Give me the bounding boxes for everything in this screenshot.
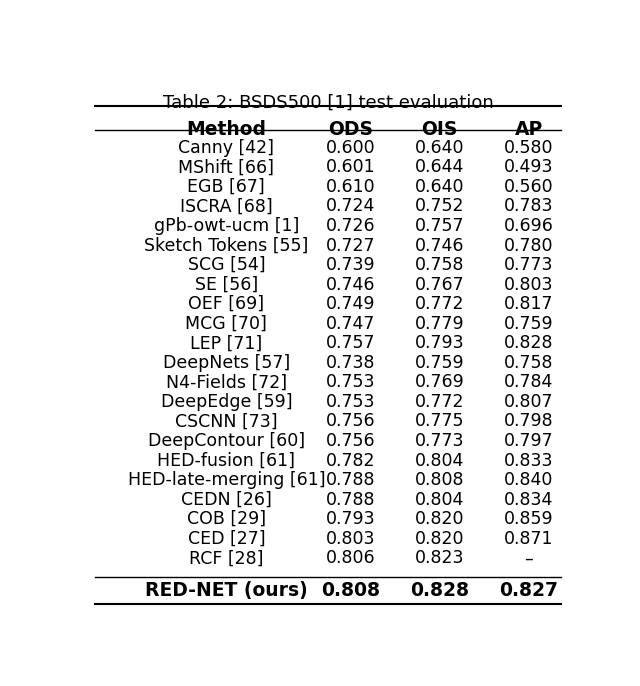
- Text: 0.601: 0.601: [326, 158, 375, 176]
- Text: 0.788: 0.788: [326, 490, 375, 508]
- Text: 0.797: 0.797: [504, 432, 554, 450]
- Text: 0.696: 0.696: [504, 217, 554, 235]
- Text: Table 2: BSDS500 [1] test evaluation: Table 2: BSDS500 [1] test evaluation: [163, 94, 493, 112]
- Text: ISCRA [68]: ISCRA [68]: [180, 198, 273, 215]
- Text: 0.747: 0.747: [326, 315, 375, 333]
- Text: 0.808: 0.808: [321, 581, 380, 600]
- Text: DeepEdge [59]: DeepEdge [59]: [161, 393, 292, 411]
- Text: DeepContour [60]: DeepContour [60]: [148, 432, 305, 450]
- Text: 0.833: 0.833: [504, 451, 554, 469]
- Text: 0.775: 0.775: [415, 412, 465, 430]
- Text: 0.752: 0.752: [415, 198, 465, 215]
- Text: MCG [70]: MCG [70]: [186, 315, 268, 333]
- Text: SE [56]: SE [56]: [195, 276, 258, 294]
- Text: CSCNN [73]: CSCNN [73]: [175, 412, 278, 430]
- Text: 0.772: 0.772: [415, 393, 465, 411]
- Text: RCF [28]: RCF [28]: [189, 549, 264, 567]
- Text: SCG [54]: SCG [54]: [188, 256, 265, 274]
- Text: OEF [69]: OEF [69]: [188, 295, 264, 314]
- Text: 0.859: 0.859: [504, 510, 554, 528]
- Text: 0.807: 0.807: [504, 393, 554, 411]
- Text: LEP [71]: LEP [71]: [190, 334, 262, 353]
- Text: 0.780: 0.780: [504, 237, 554, 255]
- Text: 0.828: 0.828: [410, 581, 469, 600]
- Text: 0.783: 0.783: [504, 198, 554, 215]
- Text: gPb-owt-ucm [1]: gPb-owt-ucm [1]: [154, 217, 299, 235]
- Text: 0.749: 0.749: [326, 295, 375, 314]
- Text: 0.493: 0.493: [504, 158, 554, 176]
- Text: 0.757: 0.757: [326, 334, 375, 353]
- Text: RED-NET (ours): RED-NET (ours): [145, 581, 308, 600]
- Text: 0.759: 0.759: [415, 354, 465, 372]
- Text: 0.808: 0.808: [415, 471, 465, 489]
- Text: 0.779: 0.779: [415, 315, 465, 333]
- Text: 0.610: 0.610: [326, 178, 375, 196]
- Text: 0.644: 0.644: [415, 158, 464, 176]
- Text: 0.758: 0.758: [504, 354, 554, 372]
- Text: Method: Method: [186, 120, 266, 139]
- Text: Canny [42]: Canny [42]: [179, 139, 275, 157]
- Text: –: –: [525, 549, 533, 567]
- Text: 0.767: 0.767: [415, 276, 465, 294]
- Text: AP: AP: [515, 120, 543, 139]
- Text: 0.871: 0.871: [504, 530, 554, 547]
- Text: 0.773: 0.773: [504, 256, 554, 274]
- Text: 0.757: 0.757: [415, 217, 465, 235]
- Text: 0.580: 0.580: [504, 139, 554, 157]
- Text: 0.804: 0.804: [415, 490, 464, 508]
- Text: 0.827: 0.827: [499, 581, 558, 600]
- Text: CED [27]: CED [27]: [188, 530, 265, 547]
- Text: DeepNets [57]: DeepNets [57]: [163, 354, 290, 372]
- Text: 0.640: 0.640: [415, 139, 465, 157]
- Text: OIS: OIS: [421, 120, 458, 139]
- Text: 0.756: 0.756: [326, 412, 375, 430]
- Text: ODS: ODS: [328, 120, 373, 139]
- Text: Sketch Tokens [55]: Sketch Tokens [55]: [144, 237, 308, 255]
- Text: 0.772: 0.772: [415, 295, 465, 314]
- Text: 0.793: 0.793: [326, 510, 375, 528]
- Text: MShift [66]: MShift [66]: [179, 158, 275, 176]
- Text: N4-Fields [72]: N4-Fields [72]: [166, 373, 287, 392]
- Text: 0.759: 0.759: [504, 315, 554, 333]
- Text: HED-late-merging [61]: HED-late-merging [61]: [127, 471, 325, 489]
- Text: 0.560: 0.560: [504, 178, 554, 196]
- Text: 0.804: 0.804: [415, 451, 464, 469]
- Text: 0.823: 0.823: [415, 549, 465, 567]
- Text: 0.773: 0.773: [415, 432, 465, 450]
- Text: 0.820: 0.820: [415, 530, 465, 547]
- Text: 0.726: 0.726: [326, 217, 375, 235]
- Text: 0.758: 0.758: [415, 256, 465, 274]
- Text: 0.782: 0.782: [326, 451, 375, 469]
- Text: 0.769: 0.769: [415, 373, 465, 392]
- Text: 0.727: 0.727: [326, 237, 375, 255]
- Text: 0.817: 0.817: [504, 295, 554, 314]
- Text: 0.793: 0.793: [415, 334, 465, 353]
- Text: 0.803: 0.803: [326, 530, 375, 547]
- Text: EGB [67]: EGB [67]: [188, 178, 265, 196]
- Text: 0.834: 0.834: [504, 490, 554, 508]
- Text: 0.600: 0.600: [326, 139, 375, 157]
- Text: CEDN [26]: CEDN [26]: [181, 490, 272, 508]
- Text: 0.788: 0.788: [326, 471, 375, 489]
- Text: 0.798: 0.798: [504, 412, 554, 430]
- Text: 0.738: 0.738: [326, 354, 375, 372]
- Text: 0.640: 0.640: [415, 178, 465, 196]
- Text: 0.753: 0.753: [326, 373, 375, 392]
- Text: 0.828: 0.828: [504, 334, 554, 353]
- Text: HED-fusion [61]: HED-fusion [61]: [157, 451, 295, 469]
- Text: 0.820: 0.820: [415, 510, 465, 528]
- Text: 0.739: 0.739: [326, 256, 375, 274]
- Text: 0.784: 0.784: [504, 373, 554, 392]
- Text: 0.746: 0.746: [415, 237, 465, 255]
- Text: 0.753: 0.753: [326, 393, 375, 411]
- Text: 0.724: 0.724: [326, 198, 375, 215]
- Text: 0.746: 0.746: [326, 276, 375, 294]
- Text: 0.756: 0.756: [326, 432, 375, 450]
- Text: 0.803: 0.803: [504, 276, 554, 294]
- Text: 0.806: 0.806: [326, 549, 375, 567]
- Text: 0.840: 0.840: [504, 471, 554, 489]
- Text: COB [29]: COB [29]: [187, 510, 266, 528]
